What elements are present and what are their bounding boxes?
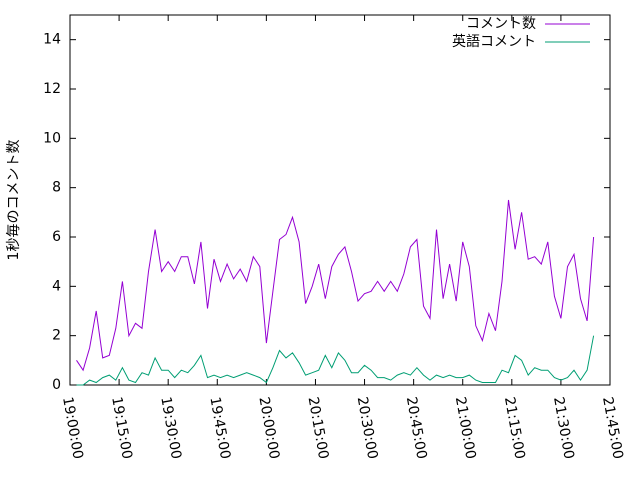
x-tick-label: 20:30:00 <box>354 396 381 461</box>
legend-label: コメント数 <box>466 16 536 32</box>
series-line <box>76 199 595 372</box>
y-axis-label: 1秒毎のコメント数 <box>6 140 22 261</box>
x-tick-label: 19:45:00 <box>206 396 233 461</box>
y-tick-label: 14 <box>43 32 61 48</box>
x-tick-label: 21:15:00 <box>501 396 528 461</box>
x-tick-label: 19:15:00 <box>108 396 135 461</box>
y-tick-label: 6 <box>52 229 61 245</box>
x-tick-label: 20:15:00 <box>305 396 332 461</box>
y-tick-label: 2 <box>52 328 61 344</box>
y-tick-label: 4 <box>52 278 61 294</box>
x-tick-label: 21:00:00 <box>452 396 479 461</box>
y-tick-label: 12 <box>43 81 61 97</box>
y-tick-label: 10 <box>43 130 61 146</box>
y-tick-label: 8 <box>52 180 61 196</box>
series-line <box>76 335 595 386</box>
legend-label: 英語コメント <box>452 33 536 50</box>
x-tick-label: 20:45:00 <box>403 396 430 461</box>
x-tick-label: 21:45:00 <box>599 396 626 461</box>
x-tick-label: 19:00:00 <box>59 396 86 461</box>
x-tick-label: 21:30:00 <box>550 396 577 461</box>
y-tick-label: 0 <box>52 377 61 393</box>
plot-border <box>69 14 611 386</box>
x-tick-label: 20:00:00 <box>255 396 282 461</box>
x-tick-label: 19:30:00 <box>157 396 184 461</box>
